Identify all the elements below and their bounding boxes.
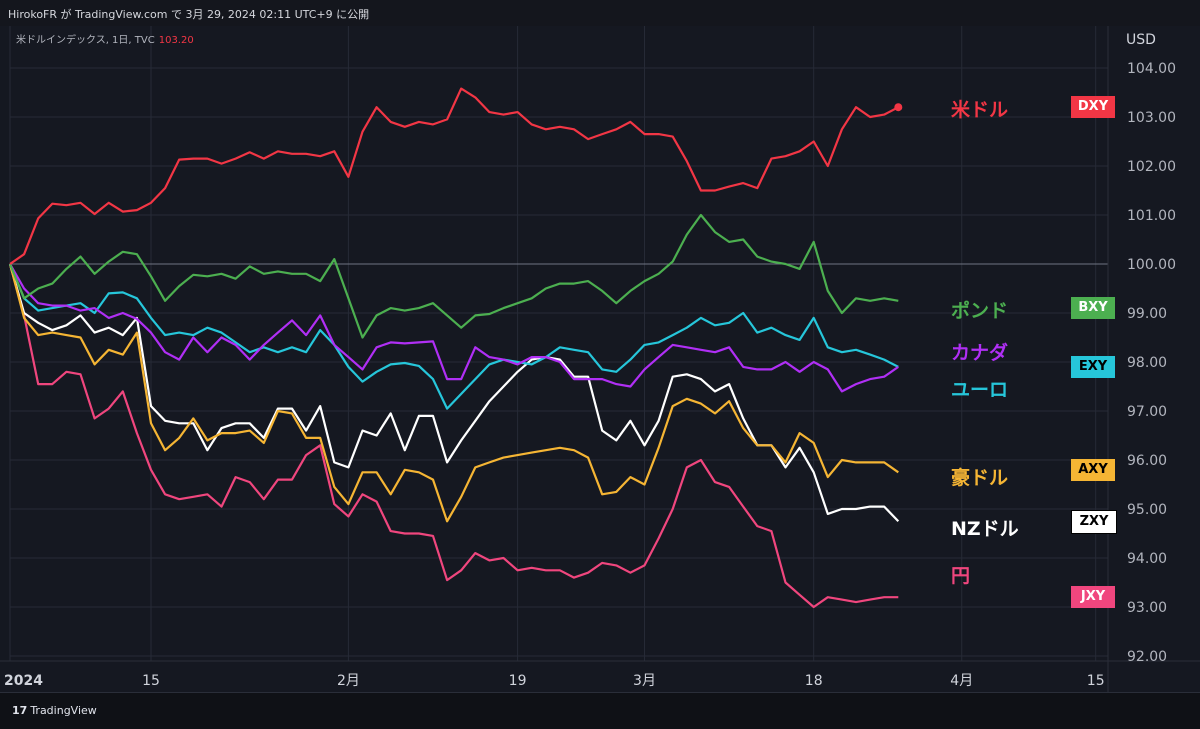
series-line-axy[interactable]	[8, 263, 899, 523]
series-name-label-cxy: カナダ	[951, 341, 1009, 364]
y-tick-label: 101.00	[1127, 208, 1176, 224]
tradingview-brand: TradingView	[30, 704, 97, 717]
series-line-exy[interactable]	[8, 263, 899, 410]
ticker-tag-exy[interactable]: EXY	[1071, 355, 1115, 378]
series-name: 米ドルインデックス, 1日, TVC	[16, 35, 155, 46]
x-tick-label: 3月	[633, 673, 656, 689]
series-line-jxy[interactable]	[8, 263, 899, 609]
series-line-bxy[interactable]	[8, 213, 899, 339]
x-tick-label: 15	[142, 673, 160, 689]
x-tick-label: 2024	[4, 673, 43, 689]
y-tick-label: 95.00	[1127, 502, 1167, 518]
series-name-label-exy: ユーロ	[951, 378, 1009, 401]
series-name-label-dxy: 米ドル	[951, 99, 1009, 122]
footer-bar: 17 TradingView	[0, 692, 1200, 729]
ticker-tag-zxy[interactable]: ZXY	[1071, 510, 1117, 535]
series-end-marker-dxy	[894, 103, 903, 112]
ticker-tag-axy[interactable]: AXY	[1071, 458, 1115, 481]
y-tick-label: 100.00	[1127, 257, 1176, 273]
series-line-cxy[interactable]	[9, 263, 899, 393]
tradingview-logo[interactable]: 17 TradingView	[12, 704, 97, 717]
y-tick-label: 102.00	[1127, 159, 1176, 175]
chart-area[interactable]: USD 92.00 93.00 94.00 95.00 96.00 97.00 98.00 99…	[0, 26, 1200, 692]
ticker-tag-jxy[interactable]: JXY	[1071, 586, 1115, 609]
series-name-label-bxy: ポンド	[951, 300, 1009, 323]
series-title: 米ドルインデックス, 1日, TVC 103.20	[16, 31, 194, 46]
y-tick-label: 92.00	[1127, 649, 1167, 665]
y-tick-label: 96.00	[1127, 453, 1167, 469]
ticker-tag-bxy[interactable]: BXY	[1071, 297, 1115, 320]
y-tick-label: 94.00	[1127, 551, 1167, 567]
currency-unit-label[interactable]: USD	[1126, 32, 1156, 48]
publisher-text: HirokoFR が TradingView.com で 3月 29, 2024…	[8, 8, 370, 21]
tradingview-logo-icon: 17	[12, 704, 28, 717]
series-name-label-axy: 豪ドル	[951, 466, 1009, 489]
x-tick-label: 2月	[337, 673, 360, 689]
x-tick-label: 18	[805, 673, 823, 689]
y-tick-label: 93.00	[1127, 600, 1167, 616]
series-name-label-zxy: NZドル	[951, 518, 1019, 541]
x-tick-label: 4月	[950, 673, 973, 689]
y-tick-label: 98.00	[1127, 355, 1167, 371]
x-tick-label: 19	[509, 673, 527, 689]
ticker-tag-dxy[interactable]: DXY	[1071, 96, 1115, 119]
series-line-zxy[interactable]	[8, 263, 900, 523]
top-bar: HirokoFR が TradingView.com で 3月 29, 2024…	[0, 0, 1200, 26]
x-tick-label: 15	[1087, 673, 1105, 689]
y-tick-label: 104.00	[1127, 61, 1176, 77]
y-tick-label: 103.00	[1127, 110, 1176, 126]
y-tick-label: 97.00	[1127, 404, 1167, 420]
series-last-value: 103.20	[158, 35, 194, 46]
series-name-label-jxy: 円	[951, 564, 971, 587]
line-chart[interactable]: USD 92.00 93.00 94.00 95.00 96.00 97.00 98.00 99…	[0, 26, 1200, 692]
y-tick-label: 99.00	[1127, 306, 1167, 322]
series-line-dxy[interactable]	[9, 87, 899, 265]
